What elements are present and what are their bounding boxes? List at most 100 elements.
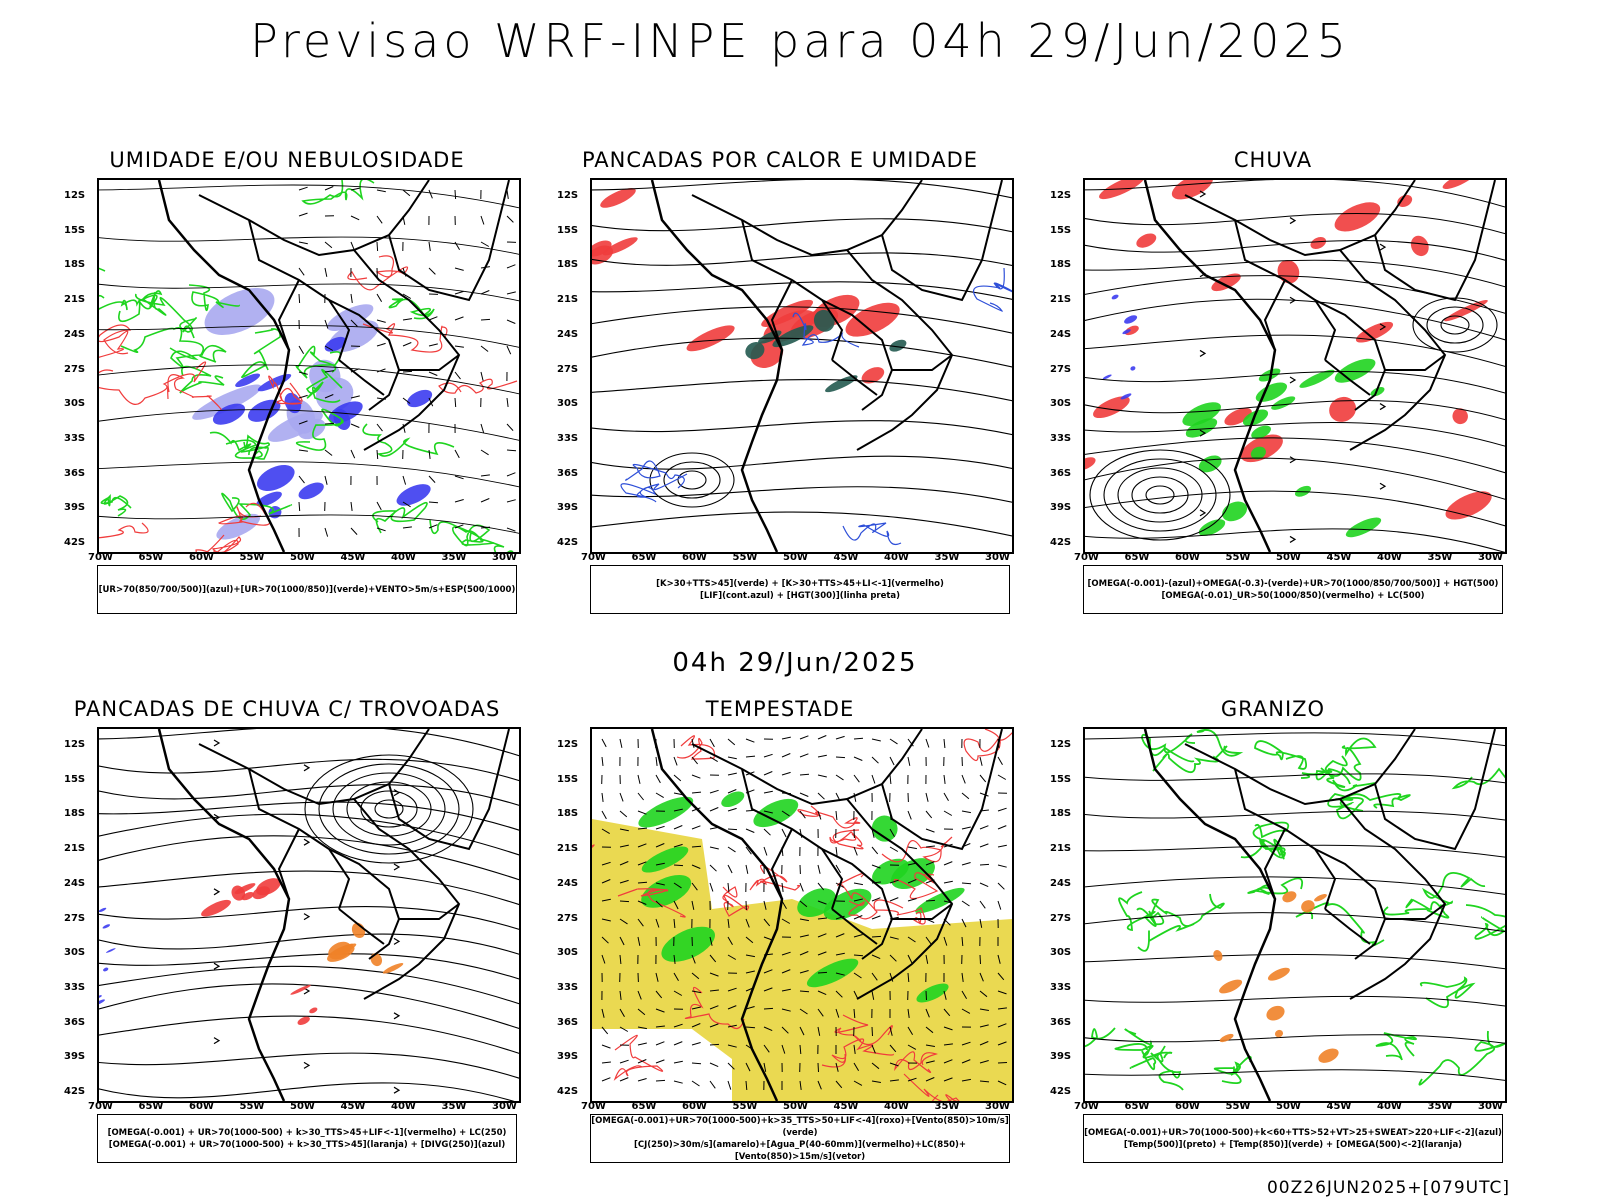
wind-vector — [619, 1026, 629, 1032]
lat-tick-label: 18S — [1050, 259, 1072, 271]
country-border — [277, 279, 300, 351]
wind-vector — [655, 843, 665, 848]
contour-line — [1375, 1032, 1417, 1061]
wind-vector — [799, 1026, 805, 1036]
lon-tick-label: 70W — [1074, 1101, 1099, 1112]
contour-ring — [1412, 297, 1498, 353]
contour-line — [429, 519, 514, 552]
streamline — [99, 729, 519, 757]
streamline — [99, 965, 519, 1005]
wind-vector — [298, 501, 301, 512]
wind-vector — [835, 1062, 839, 1072]
contour-ring — [332, 772, 446, 846]
wind-vector — [298, 212, 308, 217]
country-border — [248, 768, 351, 910]
streamline — [592, 252, 1012, 267]
wind-vector — [601, 936, 609, 944]
wind-vector — [619, 792, 624, 802]
country-border — [328, 299, 401, 411]
coastline — [1143, 180, 1277, 552]
streamline — [99, 514, 519, 534]
field-blob — [241, 891, 254, 901]
lon-tick-label: 55W — [1225, 1101, 1251, 1112]
wind-vector — [979, 825, 989, 830]
wind-vector — [925, 792, 929, 802]
wind-vector — [350, 527, 358, 535]
wind-vector — [454, 241, 461, 250]
streamline-arrow — [213, 1037, 221, 1045]
wind-vector — [835, 990, 843, 998]
lat-tick-label: 24S — [1050, 877, 1072, 889]
coastline — [650, 729, 784, 1101]
streamline — [1085, 259, 1505, 288]
wind-vector — [763, 828, 771, 836]
wind-vector — [709, 882, 714, 892]
lon-tick-label: 40W — [391, 552, 416, 563]
lon-tick-label: 50W — [290, 552, 315, 563]
wind-vector — [454, 316, 464, 321]
wind-vector — [673, 900, 679, 910]
wind-vector — [637, 1008, 646, 1016]
wind-vector — [889, 972, 894, 982]
legend-line: [OMEGA(-0.001)+UR>70(1000-500)+k<60+TTS>… — [1084, 1127, 1502, 1138]
contour-line — [1422, 871, 1486, 907]
streamline — [99, 758, 519, 782]
wind-vector — [997, 774, 1007, 780]
lon-tick-label: 65W — [631, 1101, 657, 1112]
contour-line — [1320, 737, 1377, 781]
field-blob — [407, 389, 433, 408]
wind-vector — [601, 756, 604, 766]
contour-line — [209, 431, 270, 453]
wind-vector — [961, 900, 970, 907]
country-border — [881, 729, 1003, 851]
wind-vector — [601, 1077, 611, 1082]
wind-vector — [376, 423, 383, 432]
lon-tick-label: 55W — [239, 552, 265, 563]
wind-vector — [709, 989, 719, 992]
legend-line: [OMEGA(-0.001) + UR>70(1000-500) + k>30_… — [108, 1139, 506, 1150]
lat-tick-label: 39S — [64, 502, 86, 514]
map-canvas — [1085, 180, 1505, 552]
wind-vector — [727, 987, 737, 992]
contour-line — [684, 986, 745, 1030]
wind-vector — [350, 501, 353, 511]
country-border — [353, 798, 461, 1000]
streamline — [1085, 844, 1505, 858]
contour-line — [438, 378, 518, 394]
wind-vector — [907, 1008, 910, 1018]
contour-ring — [677, 470, 707, 490]
wind-vector — [763, 1062, 767, 1072]
wind-vector — [763, 936, 773, 941]
contour-ring — [1440, 315, 1470, 335]
wind-vector — [727, 936, 733, 946]
wind-vector — [925, 1008, 930, 1018]
contour-line — [99, 294, 141, 323]
field-blob — [1267, 967, 1290, 981]
streamline-arrow — [393, 937, 401, 945]
wind-vector — [619, 861, 629, 866]
lon-tick-label: 55W — [732, 1101, 758, 1112]
lat-tick-label: 42S — [1050, 537, 1072, 548]
country-border — [399, 354, 460, 371]
country-border — [1234, 768, 1337, 910]
wind-vector — [376, 241, 379, 252]
wind-vector — [506, 319, 516, 324]
wind-vector — [376, 189, 386, 193]
lon-tick-label: 30W — [1478, 552, 1503, 563]
wind-vector — [745, 864, 749, 874]
map-canvas — [1085, 729, 1505, 1101]
wind-vector — [961, 1041, 971, 1046]
field-blob — [1099, 180, 1145, 200]
wind-vector — [997, 825, 1007, 830]
field-blob — [99, 995, 102, 999]
streamline — [99, 801, 519, 831]
lat-tick-label: 36S — [557, 467, 579, 479]
wind-vector — [709, 789, 719, 794]
streamline — [99, 784, 519, 807]
wind-vector — [619, 1077, 629, 1082]
lat-tick-label: 15S — [64, 224, 86, 236]
field-blob — [256, 491, 282, 507]
wind-vector — [727, 864, 733, 874]
wind-vector — [324, 449, 333, 456]
wind-vector — [691, 1062, 702, 1065]
